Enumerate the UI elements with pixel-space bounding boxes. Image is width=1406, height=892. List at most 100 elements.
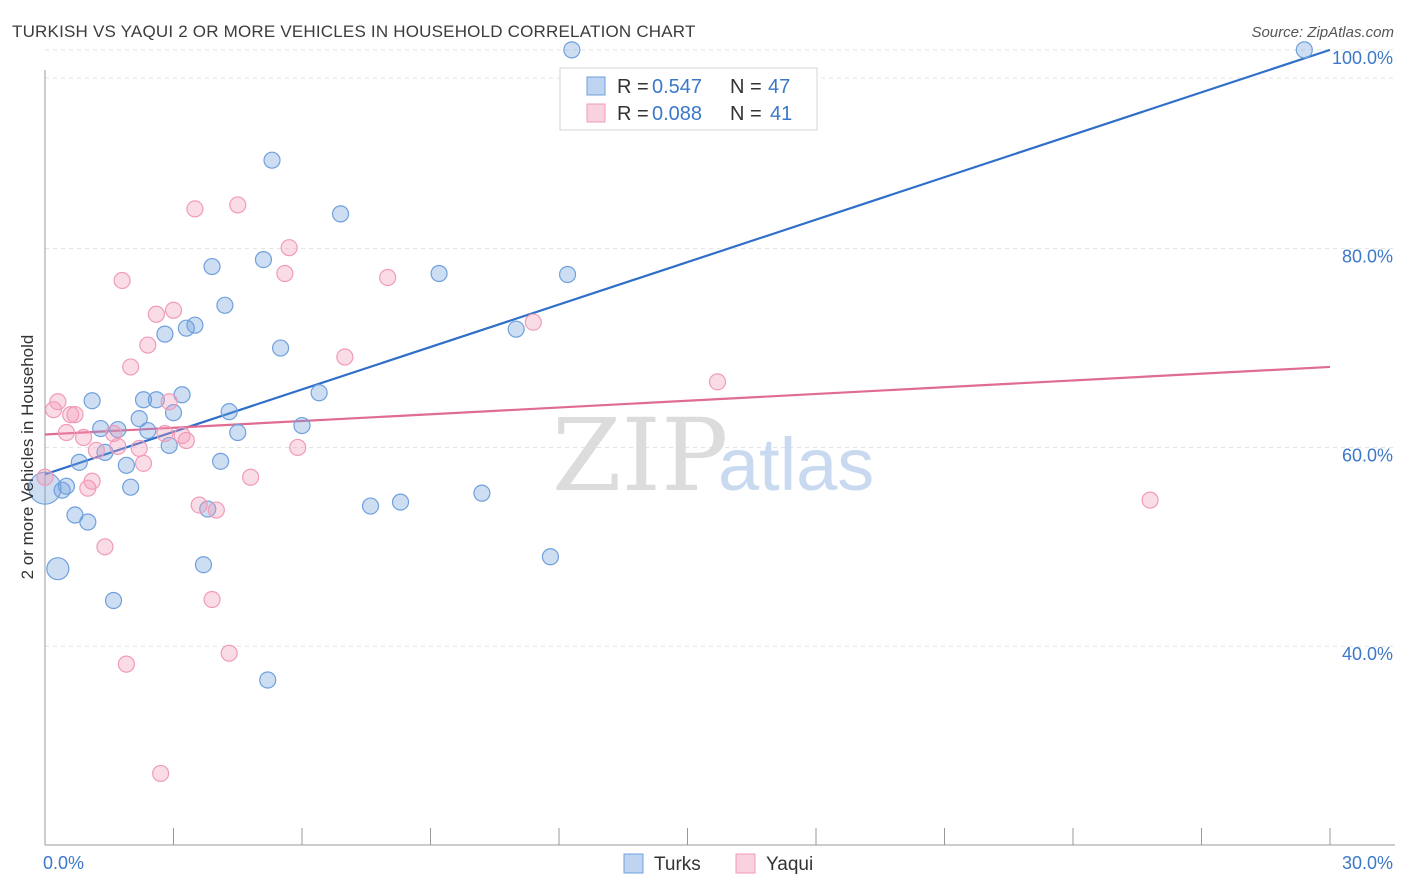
point-yaqui-16: [130, 439, 148, 458]
y-tick-label-100: 100.0%: [1332, 48, 1393, 68]
point-yaqui-9: [87, 441, 106, 460]
x-tick-label-min: 0.0%: [43, 853, 84, 873]
point-yaqui-22: [160, 393, 178, 411]
data-points: [28, 41, 1313, 783]
trend-line-turks: [44, 48, 1331, 476]
point-turks-46: [1295, 41, 1313, 59]
point-yaqui-13: [113, 271, 131, 290]
point-yaqui-5: [66, 406, 84, 424]
bottom-legend-label-yaqui: Yaqui: [766, 854, 813, 875]
bottom-legend: Turks Yaqui: [623, 853, 813, 875]
y-tick-label-60: 60.0%: [1342, 445, 1393, 465]
legend-n-label-turks: N =: [730, 76, 762, 98]
point-turks-26: [203, 257, 221, 276]
point-turks-42: [507, 320, 525, 338]
point-yaqui-38: [524, 313, 542, 331]
y-tick-label-40: 40.0%: [1342, 644, 1393, 664]
y-tick-label-80: 80.0%: [1342, 247, 1393, 267]
point-turks-8: [92, 419, 110, 438]
point-turks-12: [117, 456, 135, 474]
point-yaqui-4: [62, 406, 80, 424]
point-turks-14: [130, 410, 148, 428]
point-turks-32: [259, 671, 277, 689]
point-yaqui-40: [1141, 491, 1159, 509]
point-turks-27: [212, 452, 230, 470]
point-turks-28: [216, 296, 234, 314]
grid: [45, 49, 1395, 647]
legend-r-value-yaqui: 0.088: [652, 103, 702, 125]
point-yaqui-10: [96, 538, 114, 556]
point-yaqui-25: [177, 431, 195, 450]
watermark-zip: ZIP: [552, 397, 728, 514]
point-yaqui-3: [57, 423, 76, 442]
point-turks-36: [310, 384, 328, 402]
legend-swatch-turks: [586, 76, 606, 96]
x-ticks: [44, 828, 1331, 845]
point-yaqui-28: [203, 590, 221, 609]
point-turks-1: [46, 557, 70, 581]
watermark-atlas: atlas: [718, 423, 874, 506]
point-yaqui-14: [117, 655, 135, 673]
point-yaqui-20: [152, 764, 170, 783]
point-yaqui-19: [147, 305, 165, 323]
point-yaqui-18: [139, 336, 157, 354]
bottom-legend-swatch-yaqui: [735, 853, 756, 874]
point-turks-17: [147, 391, 165, 409]
point-turks-10: [104, 591, 123, 610]
point-turks-5: [70, 453, 88, 471]
point-turks-44: [558, 265, 577, 284]
point-turks-35: [293, 416, 311, 435]
point-turks-41: [473, 484, 491, 502]
axes: [44, 70, 1395, 846]
point-yaqui-26: [186, 200, 204, 218]
point-turks-15: [134, 391, 153, 409]
point-yaqui-23: [164, 301, 183, 319]
bottom-legend-swatch-turks: [623, 853, 644, 874]
point-turks-20: [164, 404, 183, 422]
point-yaqui-21: [156, 424, 174, 443]
point-turks-7: [83, 392, 101, 410]
x-tick-label-max: 30.0%: [1342, 853, 1393, 873]
legend-r-value-turks: 0.547: [652, 76, 702, 98]
legend-box: [559, 67, 818, 131]
point-yaqui-34: [280, 239, 298, 257]
point-yaqui-39: [708, 373, 727, 391]
point-turks-23: [186, 316, 204, 334]
point-turks-43: [541, 548, 560, 566]
trend-lines: [44, 48, 1331, 476]
point-yaqui-1: [44, 401, 63, 419]
point-yaqui-30: [220, 644, 238, 662]
point-yaqui-31: [229, 196, 247, 214]
point-turks-37: [331, 205, 350, 223]
y-axis-title: 2 or more Vehicles in Household: [18, 335, 37, 580]
point-turks-18: [156, 325, 174, 343]
source-label: Source: ZipAtlas.com: [1251, 24, 1394, 41]
point-yaqui-33: [276, 264, 294, 283]
point-yaqui-17: [134, 454, 153, 472]
point-turks-13: [122, 478, 140, 496]
point-yaqui-0: [36, 468, 54, 486]
chart-title: TURKISH VS YAQUI 2 OR MORE VEHICLES IN H…: [12, 22, 696, 41]
point-turks-29: [220, 403, 238, 421]
bottom-legend-label-turks: Turks: [654, 854, 701, 875]
point-yaqui-29: [207, 501, 225, 519]
point-yaqui-15: [122, 358, 140, 376]
point-turks-31: [254, 250, 273, 269]
point-turks-45: [563, 41, 581, 59]
legend-swatch-yaqui: [586, 103, 606, 123]
point-yaqui-11: [104, 424, 123, 443]
legend: R = 0.547 N = 47 R = 0.088 N = 41: [559, 67, 818, 131]
point-yaqui-6: [74, 428, 93, 447]
point-turks-6: [79, 513, 97, 531]
legend-n-label-yaqui: N =: [730, 103, 762, 125]
point-yaqui-8: [83, 472, 101, 490]
point-turks-39: [391, 493, 410, 511]
y-tick-labels: 40.0% 60.0% 80.0% 100.0%: [1332, 48, 1393, 664]
point-turks-3: [57, 477, 76, 495]
point-turks-25: [199, 500, 217, 518]
legend-n-value-yaqui: 41: [770, 103, 792, 125]
point-turks-24: [194, 556, 213, 574]
point-turks-16: [139, 421, 157, 440]
point-turks-33: [263, 151, 281, 169]
